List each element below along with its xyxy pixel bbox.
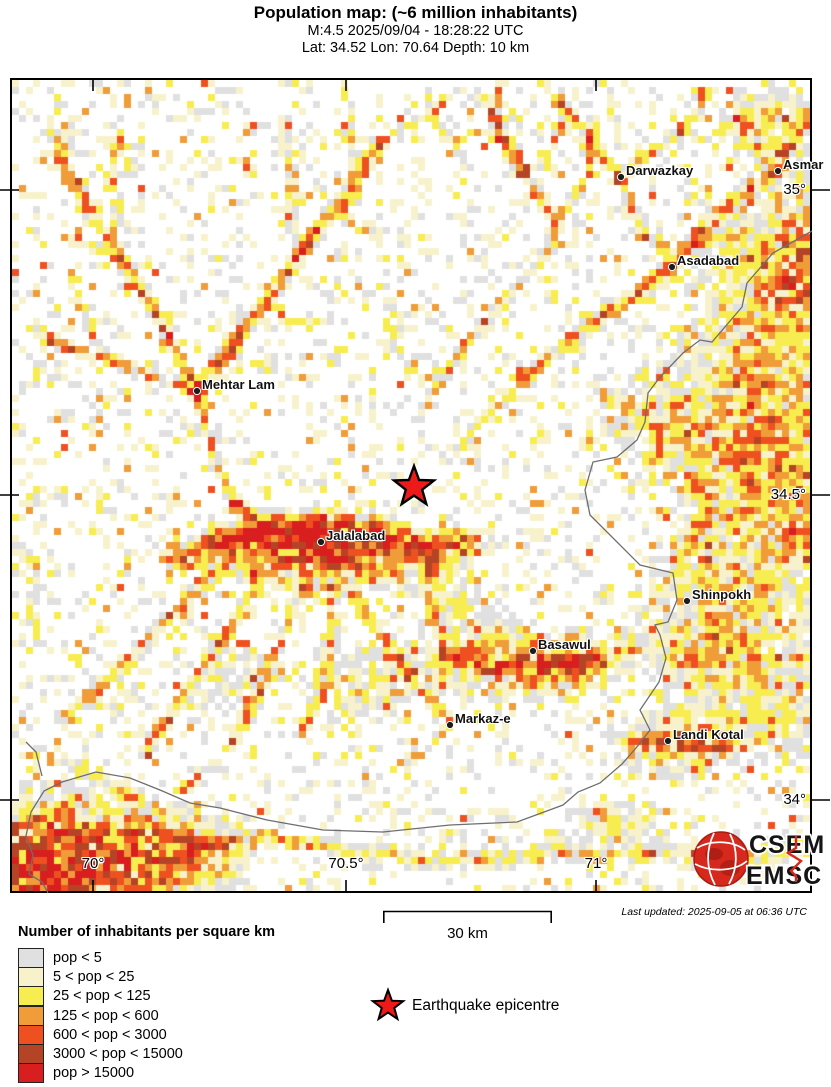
- lon-label: 70°: [81, 855, 105, 872]
- legend-row: 25 < pop < 125: [18, 986, 275, 1007]
- legend-title: Number of inhabitants per square km: [18, 924, 276, 940]
- legend-class-label: 600 < pop < 3000: [53, 1026, 167, 1043]
- epicentre-legend-star-icon: [370, 987, 406, 1022]
- legend-swatch: [18, 1024, 44, 1045]
- legend-swatch: [18, 1005, 44, 1026]
- population-raster: [12, 80, 810, 891]
- logo-text-csem: CSEM: [749, 831, 824, 859]
- city-label: Basawul: [538, 637, 591, 652]
- globe-icon: [693, 831, 749, 887]
- scalebar-label: 30 km: [447, 925, 488, 942]
- header: Population map: (~6 million inhabitants)…: [0, 2, 831, 57]
- lat-label: 34°: [783, 791, 806, 808]
- legend-row: pop < 5: [18, 948, 275, 969]
- city-label: Markaz-e: [455, 711, 511, 726]
- legend-class-label: 5 < pop < 25: [53, 969, 135, 986]
- page-title: Population map: (~6 million inhabitants): [253, 3, 578, 22]
- event-magnitude-time: M:4.5 2025/09/04 - 18:28:22 UTC: [307, 23, 524, 39]
- lat-label: 35°: [783, 181, 806, 198]
- legend-row: pop > 15000: [18, 1063, 275, 1084]
- legend-rows: pop < 5 5 < pop < 25 25 < pop < 125 125 < p…: [18, 948, 275, 1084]
- legend-row: 3000 < pop < 15000: [18, 1044, 275, 1065]
- legend-row: 125 < pop < 600: [18, 1005, 275, 1026]
- city-label: Landi Kotal: [673, 727, 744, 742]
- city-label: Asmar: [783, 157, 824, 172]
- legend-class-label: 3000 < pop < 15000: [53, 1046, 183, 1063]
- lon-label: 71°: [584, 855, 608, 872]
- legend-swatch: [18, 967, 44, 988]
- legend-class-label: 125 < pop < 600: [53, 1007, 159, 1024]
- logo-text-emsc: EMSC: [746, 862, 822, 890]
- legend-class-label: 25 < pop < 125: [53, 988, 151, 1005]
- legend-row: 5 < pop < 25: [18, 967, 275, 988]
- lat-label: 34.5°: [770, 486, 806, 503]
- legend-swatch: [18, 1044, 44, 1065]
- map-area: [10, 78, 812, 893]
- legend-class-label: pop < 5: [53, 950, 102, 967]
- legend-class-label: pop > 15000: [53, 1065, 135, 1082]
- epicentre-legend-label: Earthquake epicentre: [412, 997, 560, 1014]
- city-label: Asadabad: [677, 253, 740, 268]
- legend-swatch: [18, 986, 44, 1007]
- legend-swatch: [18, 948, 44, 969]
- lon-label: 70.5°: [328, 855, 364, 872]
- city-label: Darwazkay: [626, 163, 694, 178]
- city-label: Mehtar Lam: [202, 377, 275, 392]
- seismogram-icon: [785, 836, 803, 882]
- city-label: Shinpokh: [692, 587, 752, 602]
- last-updated-text: Last updated: 2025-09-05 at 06:36 UTC: [621, 906, 807, 918]
- legend-row: 600 < pop < 3000: [18, 1024, 275, 1045]
- legend-swatch: [18, 1063, 44, 1084]
- event-coordinates: Lat: 34.52 Lon: 70.64 Depth: 10 km: [301, 40, 530, 56]
- city-label: Jalalabad: [326, 528, 386, 543]
- population-legend: Number of inhabitants per square km pop …: [18, 924, 276, 1084]
- csem-emsc-logo: CSEM EMSC: [693, 829, 824, 890]
